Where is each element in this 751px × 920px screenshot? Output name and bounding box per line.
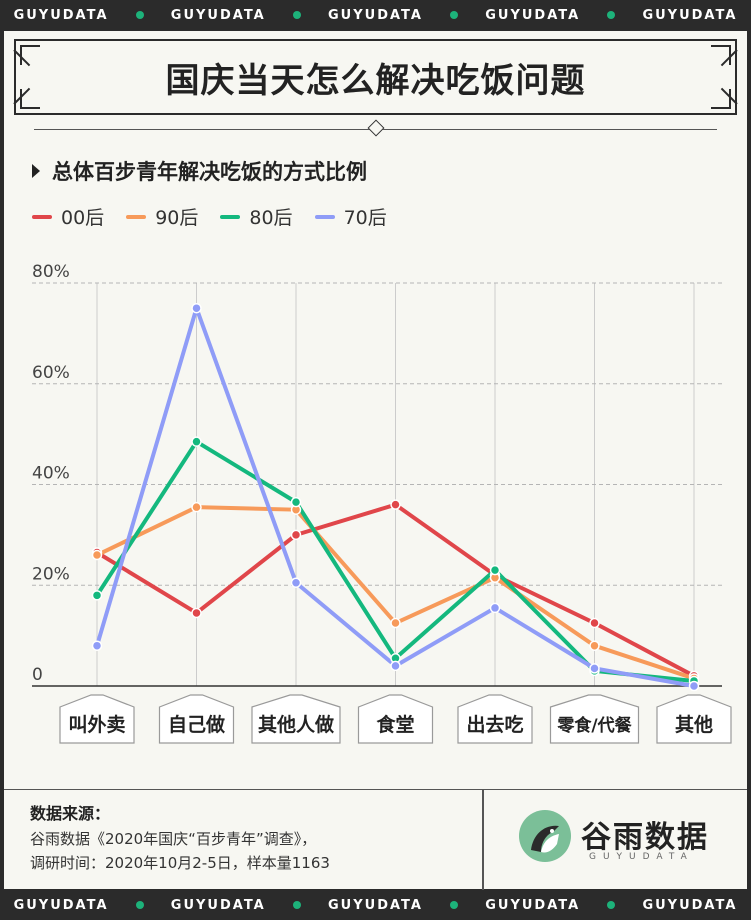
chart-subtitle-text: 总体百步青年解决吃饭的方式比例 — [52, 160, 367, 184]
x-category-label: 其他 — [675, 713, 713, 736]
category-badge — [251, 694, 341, 744]
data-point — [191, 302, 202, 314]
data-point — [91, 549, 103, 561]
band-text: GUYUDATA — [485, 897, 581, 913]
data-point — [191, 607, 202, 619]
legend-item: 80后 — [220, 203, 293, 230]
x-category-label: 自己做 — [168, 713, 225, 736]
x-category-label: 叫外卖 — [68, 713, 125, 736]
category-badge — [656, 694, 732, 744]
legend-label: 00后 — [61, 207, 105, 229]
source-footer: 数据来源： 谷雨数据《2020年国庆“百步青年”调查》， 调研时间：2020年1… — [4, 789, 747, 890]
band-text: GUYUDATA — [485, 7, 581, 23]
legend-label: 70后 — [343, 207, 387, 229]
source-text: 谷雨数据《2020年国庆“百步青年”调查》， — [30, 830, 317, 848]
data-point — [290, 577, 302, 588]
y-tick-label: 0 — [32, 665, 43, 685]
bird-logo-icon — [519, 810, 571, 862]
footer-divider — [482, 790, 484, 890]
data-point — [390, 617, 401, 629]
frame-corner — [20, 89, 40, 109]
data-point — [589, 617, 600, 629]
y-tick-label: 80% — [32, 262, 70, 282]
data-point — [191, 501, 202, 513]
bullet-triangle-icon — [32, 164, 40, 178]
data-point — [390, 660, 401, 672]
category-badge — [158, 694, 235, 744]
data-point — [489, 602, 501, 614]
data-point — [91, 590, 103, 601]
band-text: GUYUDATA — [13, 7, 109, 23]
data-point — [290, 496, 302, 508]
band-text: GUYUDATA — [328, 7, 423, 23]
band-dot — [292, 11, 301, 19]
legend-swatch — [32, 214, 52, 219]
legend-label: 90后 — [155, 207, 199, 229]
legend-label: 80后 — [249, 207, 293, 229]
top-brand-band: GUYUDATA GUYUDATA GUYUDATA GUYUDATA GUYU… — [0, 0, 751, 30]
band-dot — [450, 11, 459, 19]
category-badge — [357, 694, 434, 744]
legend-swatch — [220, 214, 241, 219]
band-dot — [135, 11, 144, 19]
x-category-label: 出去吃 — [466, 713, 523, 736]
data-point — [589, 640, 600, 651]
band-text: GUYUDATA — [170, 897, 266, 913]
data-point — [290, 529, 302, 541]
infographic-card: 国庆当天怎么解决吃饭问题 总体百步青年解决吃饭的方式比例 00后 90后 80后… — [3, 30, 748, 890]
bottom-brand-band: GUYUDATA GUYUDATA GUYUDATA GUYUDATA GUYU… — [0, 890, 751, 920]
x-category-label: 其他人做 — [258, 713, 334, 736]
band-dot — [292, 901, 301, 909]
data-point — [589, 663, 600, 674]
brand-subtext: GUYUDATA — [589, 852, 694, 862]
data-point — [191, 436, 202, 447]
band-text: GUYUDATA — [642, 7, 738, 23]
band-text: GUYUDATA — [13, 897, 109, 913]
line-chart: 0 20% 40% 60% 80% 叫外卖 自己做 其他人做 食堂 出去吃 零食/代餐 其他 — [32, 262, 732, 744]
legend-swatch — [314, 214, 335, 219]
legend-item: 90后 — [126, 203, 198, 230]
band-dot — [450, 901, 459, 909]
brand-name: 谷雨数据 — [581, 820, 709, 855]
chart-subtitle: 总体百步青年解决吃饭的方式比例 — [32, 156, 367, 186]
chart-legend: 00后 90后 80后 70后 — [32, 203, 409, 230]
title-frame: 国庆当天怎么解决吃饭问题 — [13, 39, 738, 115]
legend-item: 00后 — [32, 203, 104, 230]
brand-block: 谷雨数据 GUYUDATA — [519, 808, 729, 872]
band-dot — [607, 901, 616, 909]
data-point — [390, 499, 401, 510]
y-tick-label: 40% — [32, 464, 70, 484]
category-badge — [549, 694, 640, 744]
y-tick-label: 60% — [32, 363, 70, 383]
band-dot — [135, 901, 144, 909]
data-point — [91, 640, 103, 651]
legend-swatch — [126, 214, 147, 219]
category-badge — [457, 694, 533, 744]
band-text: GUYUDATA — [328, 897, 423, 913]
band-text: GUYUDATA — [170, 7, 266, 23]
legend-item: 70后 — [314, 203, 387, 230]
data-point — [489, 564, 501, 576]
y-tick-label: 20% — [32, 564, 70, 584]
band-dot — [607, 11, 616, 19]
page-title: 国庆当天怎么解决吃饭问题 — [165, 60, 586, 101]
data-point — [688, 680, 700, 692]
source-heading: 数据来源： — [30, 804, 111, 823]
survey-info-text: 调研时间：2020年10月2-5日，样本量1163 — [30, 854, 330, 872]
x-category-label: 零食/代餐 — [556, 715, 632, 736]
band-text: GUYUDATA — [642, 897, 738, 913]
x-category-label: 食堂 — [376, 713, 414, 736]
category-badge — [59, 694, 135, 744]
